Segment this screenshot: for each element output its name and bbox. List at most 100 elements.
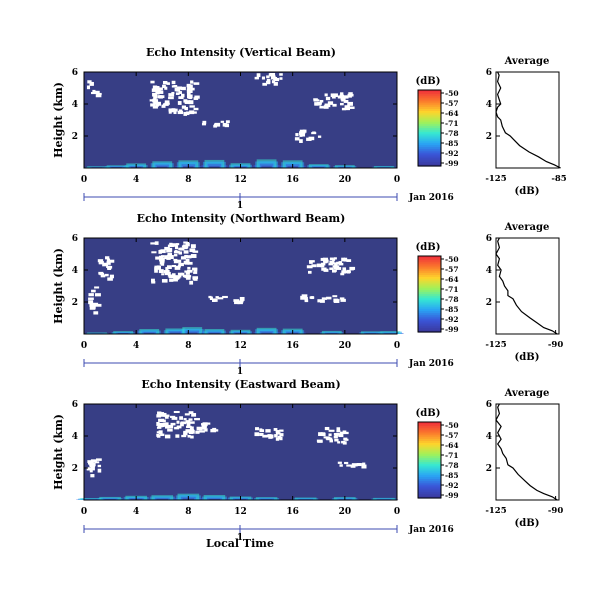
data-gap: [171, 91, 175, 94]
data-gap: [177, 110, 184, 115]
colorbar-swatch: [418, 158, 441, 161]
heatmap: [76, 404, 399, 500]
data-gap: [158, 87, 163, 91]
data-gap: [150, 80, 155, 84]
data-gap: [204, 428, 208, 432]
data-gap: [215, 296, 219, 299]
data-gap: [187, 255, 192, 259]
data-gap: [91, 91, 97, 95]
colorbar-swatch: [418, 295, 441, 299]
data-gap: [333, 435, 338, 439]
noise-field: [84, 72, 397, 168]
colorbar-swatch: [418, 469, 441, 472]
data-gap: [323, 259, 329, 263]
data-gap: [320, 262, 326, 266]
data-gap: [104, 273, 109, 277]
y-tick-label: 2: [72, 132, 78, 142]
average-y-tick-label: 6: [486, 234, 492, 244]
colorbar-label: -50: [445, 89, 459, 98]
data-gap: [333, 299, 340, 303]
data-gap: [180, 256, 187, 260]
average-y-tick-label: 6: [486, 68, 492, 78]
data-gap: [347, 101, 353, 106]
data-gap: [192, 276, 196, 281]
data-gap: [313, 98, 318, 101]
data-gap: [184, 270, 189, 273]
x-tick-label: 0: [81, 341, 87, 351]
y-tick-label: 4: [72, 266, 78, 276]
data-gap: [273, 77, 278, 81]
data-gap: [94, 293, 101, 297]
colorbar-swatch: [418, 143, 441, 146]
colorbar-swatch: [418, 137, 441, 140]
colorbar-swatch: [418, 145, 441, 148]
data-gap: [109, 274, 114, 279]
colorbar-swatch: [418, 103, 441, 106]
data-gap: [97, 468, 102, 473]
data-gap: [188, 84, 193, 88]
data-gap: [300, 130, 306, 134]
data-gap: [94, 286, 100, 289]
colorbar-swatch: [418, 471, 441, 474]
data-gap: [151, 278, 155, 283]
data-gap: [294, 137, 300, 141]
colorbar-swatch: [418, 128, 441, 131]
colorbar-swatch: [418, 427, 441, 431]
data-gap: [174, 265, 181, 270]
data-gap: [295, 133, 299, 137]
colorbar-swatch: [418, 282, 441, 286]
data-gap: [189, 426, 194, 430]
data-gap: [178, 91, 182, 95]
average-x-tick-label: -90: [548, 506, 563, 516]
data-gap: [300, 295, 306, 300]
data-gap: [164, 271, 171, 276]
colorbar-label: -50: [445, 255, 459, 264]
data-gap: [341, 107, 347, 111]
colorbar-swatch: [418, 446, 441, 450]
data-gap: [92, 302, 99, 305]
data-gap: [334, 262, 338, 267]
echo-band: [261, 332, 272, 334]
data-gap: [158, 250, 162, 254]
data-gap: [171, 275, 178, 279]
data-gap: [158, 95, 163, 99]
data-gap: [336, 427, 341, 431]
data-gap: [174, 254, 178, 257]
data-gap: [275, 430, 280, 433]
data-gap: [268, 73, 273, 77]
colorbar-swatch: [418, 465, 441, 469]
colorbar-swatch: [418, 444, 441, 448]
colorbar-swatch: [418, 460, 441, 463]
data-gap: [162, 84, 166, 89]
y-axis-label: Height (km): [52, 248, 65, 324]
colorbar-label: -85: [445, 471, 459, 480]
colorbar-unit: (dB): [416, 408, 441, 419]
data-gap: [95, 94, 102, 98]
x-tick-label: 0: [394, 175, 400, 185]
data-gap: [183, 241, 189, 244]
data-gap: [190, 87, 195, 91]
colorbar-label: -64: [445, 109, 459, 118]
colorbar-swatch: [418, 496, 441, 499]
colorbar-swatch: [418, 278, 441, 282]
colorbar-swatch: [418, 479, 441, 482]
data-gap: [256, 73, 261, 78]
data-gap: [333, 257, 337, 260]
data-gap: [208, 295, 212, 299]
data-gap: [340, 298, 346, 302]
data-gap: [86, 467, 93, 471]
data-gap: [173, 110, 177, 115]
data-gap: [324, 426, 330, 431]
data-gap: [87, 460, 92, 463]
colorbar-swatch: [418, 328, 441, 331]
data-gap: [262, 82, 268, 86]
heatmap: [84, 72, 397, 168]
data-gap: [158, 423, 164, 428]
data-gap: [173, 410, 180, 414]
colorbar-swatch: [418, 320, 441, 324]
data-gap: [320, 264, 325, 268]
data-gap: [183, 418, 187, 421]
data-gap: [300, 132, 306, 137]
colorbar: (dB) -50-57-64-71-78-85-92-99: [416, 76, 459, 168]
date-tick: 1: [237, 533, 243, 543]
